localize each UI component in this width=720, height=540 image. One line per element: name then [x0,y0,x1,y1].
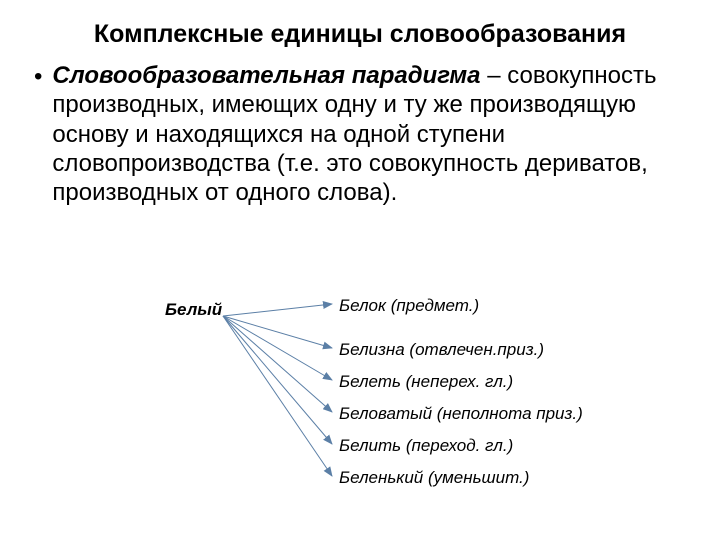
diagram-leaf-label: Белеть (неперех. гл.) [339,372,513,392]
body-row: • Словообразовательная парадигма – совок… [30,61,690,207]
paragraph: Словообразовательная парадигма – совокуп… [52,61,690,207]
diagram-leaf-label: Белить (переход. гл.) [339,436,513,456]
slide: Комплексные единицы словообразования • С… [0,0,720,540]
diagram-leaf-label: Белок (предмет.) [339,296,479,316]
diagram-arrow [223,316,332,380]
bullet-dot: • [30,61,52,89]
paragraph-term: Словообразовательная парадигма [52,62,480,89]
diagram-leaf-label: Беленький (уменьшит.) [339,468,529,488]
diagram-arrow [223,304,332,316]
paragraph-dash: – [481,62,508,89]
diagram-arrow [223,316,332,476]
diagram-arrow [223,316,332,348]
diagram-leaf-label: Беловатый (неполнота приз.) [339,404,583,424]
diagram-arrow [223,316,332,412]
diagram-arrow [223,316,332,444]
diagram-root-label: Белый [165,300,222,320]
diagram-leaf-label: Белизна (отвлечен.приз.) [339,340,544,360]
slide-title: Комплексные единицы словообразования [30,20,690,49]
